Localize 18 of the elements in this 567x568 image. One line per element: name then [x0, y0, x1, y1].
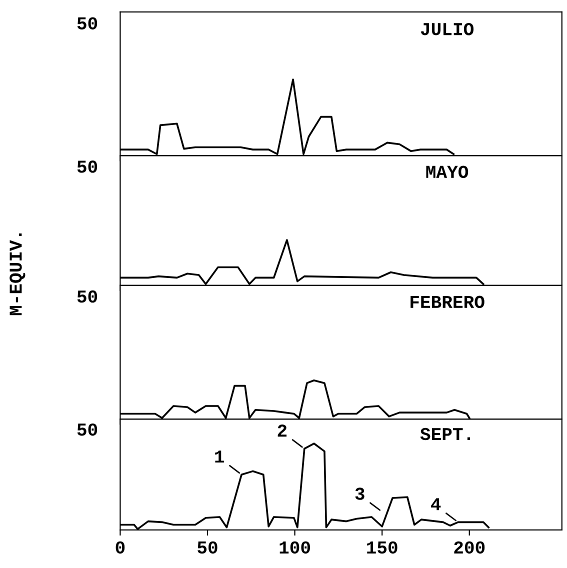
annotation: 2 [278, 424, 287, 437]
x-tick-label: 50 [198, 541, 218, 554]
x-tick-label: 0 [116, 541, 125, 554]
y-axis-title: M-EQUIV. [10, 233, 26, 316]
chart-title: SEPT. [420, 428, 470, 440]
chart-title: JULIO [420, 22, 474, 36]
annotation: 4 [431, 498, 441, 510]
text: 50 [77, 17, 98, 30]
text: 50 [77, 160, 98, 173]
chart-title: FEBRERO [410, 296, 484, 308]
annotation: 1 [215, 450, 224, 463]
text: 50 [77, 290, 98, 303]
chart-title: MAYO [426, 166, 468, 178]
x-tick-label: 100 [280, 541, 310, 554]
x-tick-label: 150 [367, 541, 398, 554]
annotation: 3 [355, 488, 364, 500]
text: 50 [77, 423, 98, 436]
x-tick-label: 200 [454, 541, 485, 554]
